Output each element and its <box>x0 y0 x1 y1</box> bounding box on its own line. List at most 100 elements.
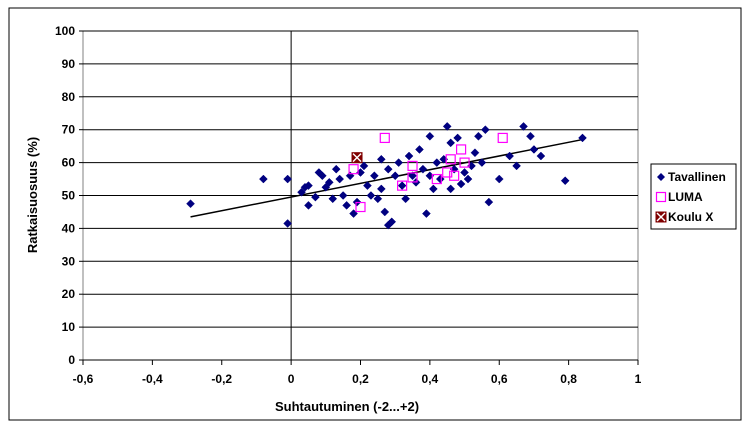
legend-diamond-marker <box>657 173 665 181</box>
y-tick-label: 40 <box>62 221 76 235</box>
data-point-tavallinen <box>283 174 293 184</box>
data-point-luma <box>379 132 390 144</box>
data-point-luma <box>431 173 442 185</box>
data-point-tavallinen <box>418 164 428 174</box>
data-point-tavallinen <box>345 171 355 181</box>
x-tick-label: 1 <box>635 372 642 386</box>
data-point-tavallinen <box>373 194 383 204</box>
y-tick-label: 60 <box>62 156 76 170</box>
marker-x-stroke <box>656 212 666 222</box>
data-point-tavallinen <box>474 131 483 141</box>
data-point-tavallinen <box>453 133 462 143</box>
data-point-luma <box>397 180 408 191</box>
data-point-luma <box>459 157 470 168</box>
data-point-tavallinen <box>390 171 400 181</box>
data-point-tavallinen <box>529 145 539 154</box>
y-tick-label: 30 <box>62 254 76 268</box>
data-point-tavallinen <box>324 177 334 187</box>
data-point-tavallinen <box>519 122 528 131</box>
data-point-tavallinen <box>328 194 338 204</box>
data-point-tavallinen <box>494 174 504 184</box>
data-point-luma <box>407 160 418 171</box>
data-point-tavallinen <box>338 191 348 200</box>
legend-label-luma: LUMA <box>668 190 703 204</box>
data-point-tavallinen <box>484 197 494 207</box>
grid-lines <box>83 30 638 328</box>
data-point-tavallinen <box>456 179 466 189</box>
data-point-tavallinen <box>366 191 376 200</box>
data-point-tavallinen <box>463 174 473 184</box>
data-point-tavallinen <box>578 133 587 143</box>
y-axis-title: Ratkaisuosuus (%) <box>25 137 40 253</box>
legend-koulu-x-marker <box>655 211 667 223</box>
y-tick-label: 50 <box>62 189 76 203</box>
data-point-luma <box>455 144 467 155</box>
data-point-tavallinen <box>383 164 393 174</box>
data-point-luma <box>442 167 453 178</box>
x-tick-label: -0,4 <box>142 372 163 386</box>
data-point-tavallinen <box>526 131 535 141</box>
data-point-tavallinen <box>446 184 456 194</box>
legend-item-tavallinen: Tavallinen <box>657 170 726 184</box>
x-tick-label: 0,8 <box>560 372 577 386</box>
data-point-tavallinen <box>335 174 345 184</box>
legend-label-koulu-x: Koulu X <box>668 210 713 224</box>
data-point-tavallinen <box>470 148 480 158</box>
axes <box>79 30 639 365</box>
legend: Tavallinen LUMA Koulu X <box>650 163 737 230</box>
data-point-tavallinen <box>376 184 386 194</box>
legend-item-koulu-x: Koulu X <box>655 210 713 224</box>
data-point-tavallinen <box>370 171 379 181</box>
x-tick-label: -0,2 <box>211 372 232 386</box>
data-point-tavallinen <box>359 161 369 171</box>
data-point-tavallinen <box>481 125 490 135</box>
data-point-tavallinen <box>283 219 293 228</box>
x-tick-label: 0 <box>288 372 295 386</box>
data-point-tavallinen <box>380 207 390 217</box>
data-point-tavallinen <box>363 181 372 190</box>
data-point-tavallinen <box>425 131 435 141</box>
data-point-tavallinen <box>477 158 487 167</box>
data-point-tavallinen <box>387 217 397 227</box>
data-point-luma <box>355 201 366 213</box>
data-point-tavallinen <box>186 199 195 209</box>
data-point-tavallinen <box>401 194 410 204</box>
data-point-tavallinen <box>422 209 431 218</box>
data-point-tavallinen <box>304 181 313 190</box>
data-point-tavallinen <box>404 151 414 161</box>
y-tick-label: 100 <box>55 24 75 38</box>
data-point-tavallinen <box>442 122 452 131</box>
data-point-tavallinen <box>415 145 424 154</box>
x-tick-label: -0,6 <box>73 372 94 386</box>
data-point-luma <box>449 170 460 181</box>
data-point-tavallinen <box>432 158 442 167</box>
tick-labels: 0 10 20 30 40 50 60 70 80 90 100 -0,6 -0,4 -0,2 0 0,2 0,… <box>55 24 642 386</box>
y-tick-label: 80 <box>62 90 76 104</box>
data-point-koulu-x <box>351 152 363 164</box>
data-point-tavallinen <box>512 161 521 171</box>
data-point-tavallinen <box>304 201 313 210</box>
data-point-tavallinen <box>331 164 341 174</box>
trendline <box>190 138 583 218</box>
data-point-tavallinen <box>297 187 306 197</box>
data-point-luma <box>348 164 359 175</box>
x-tick-label: 0,6 <box>491 372 508 386</box>
x-axis-title: Suhtautuminen (-2...+2) <box>275 399 419 414</box>
data-point-tavallinen <box>408 171 417 181</box>
data-point-luma <box>445 154 456 165</box>
data-point-tavallinen <box>446 138 456 148</box>
data-point-tavallinen <box>259 174 268 184</box>
x-tick-label: 0,2 <box>352 372 369 386</box>
data-point-tavallinen <box>560 176 570 186</box>
legend-square-x-marker <box>655 211 667 223</box>
legend-square-marker <box>655 191 667 203</box>
y-tick-label: 90 <box>62 57 76 71</box>
y-tick-label: 0 <box>68 353 75 367</box>
data-point-tavallinen <box>342 201 351 210</box>
data-point-tavallinen <box>376 154 386 164</box>
data-point-tavallinen <box>428 184 438 194</box>
x-tick-label: 0,4 <box>422 372 439 386</box>
legend-item-luma: LUMA <box>655 190 703 204</box>
